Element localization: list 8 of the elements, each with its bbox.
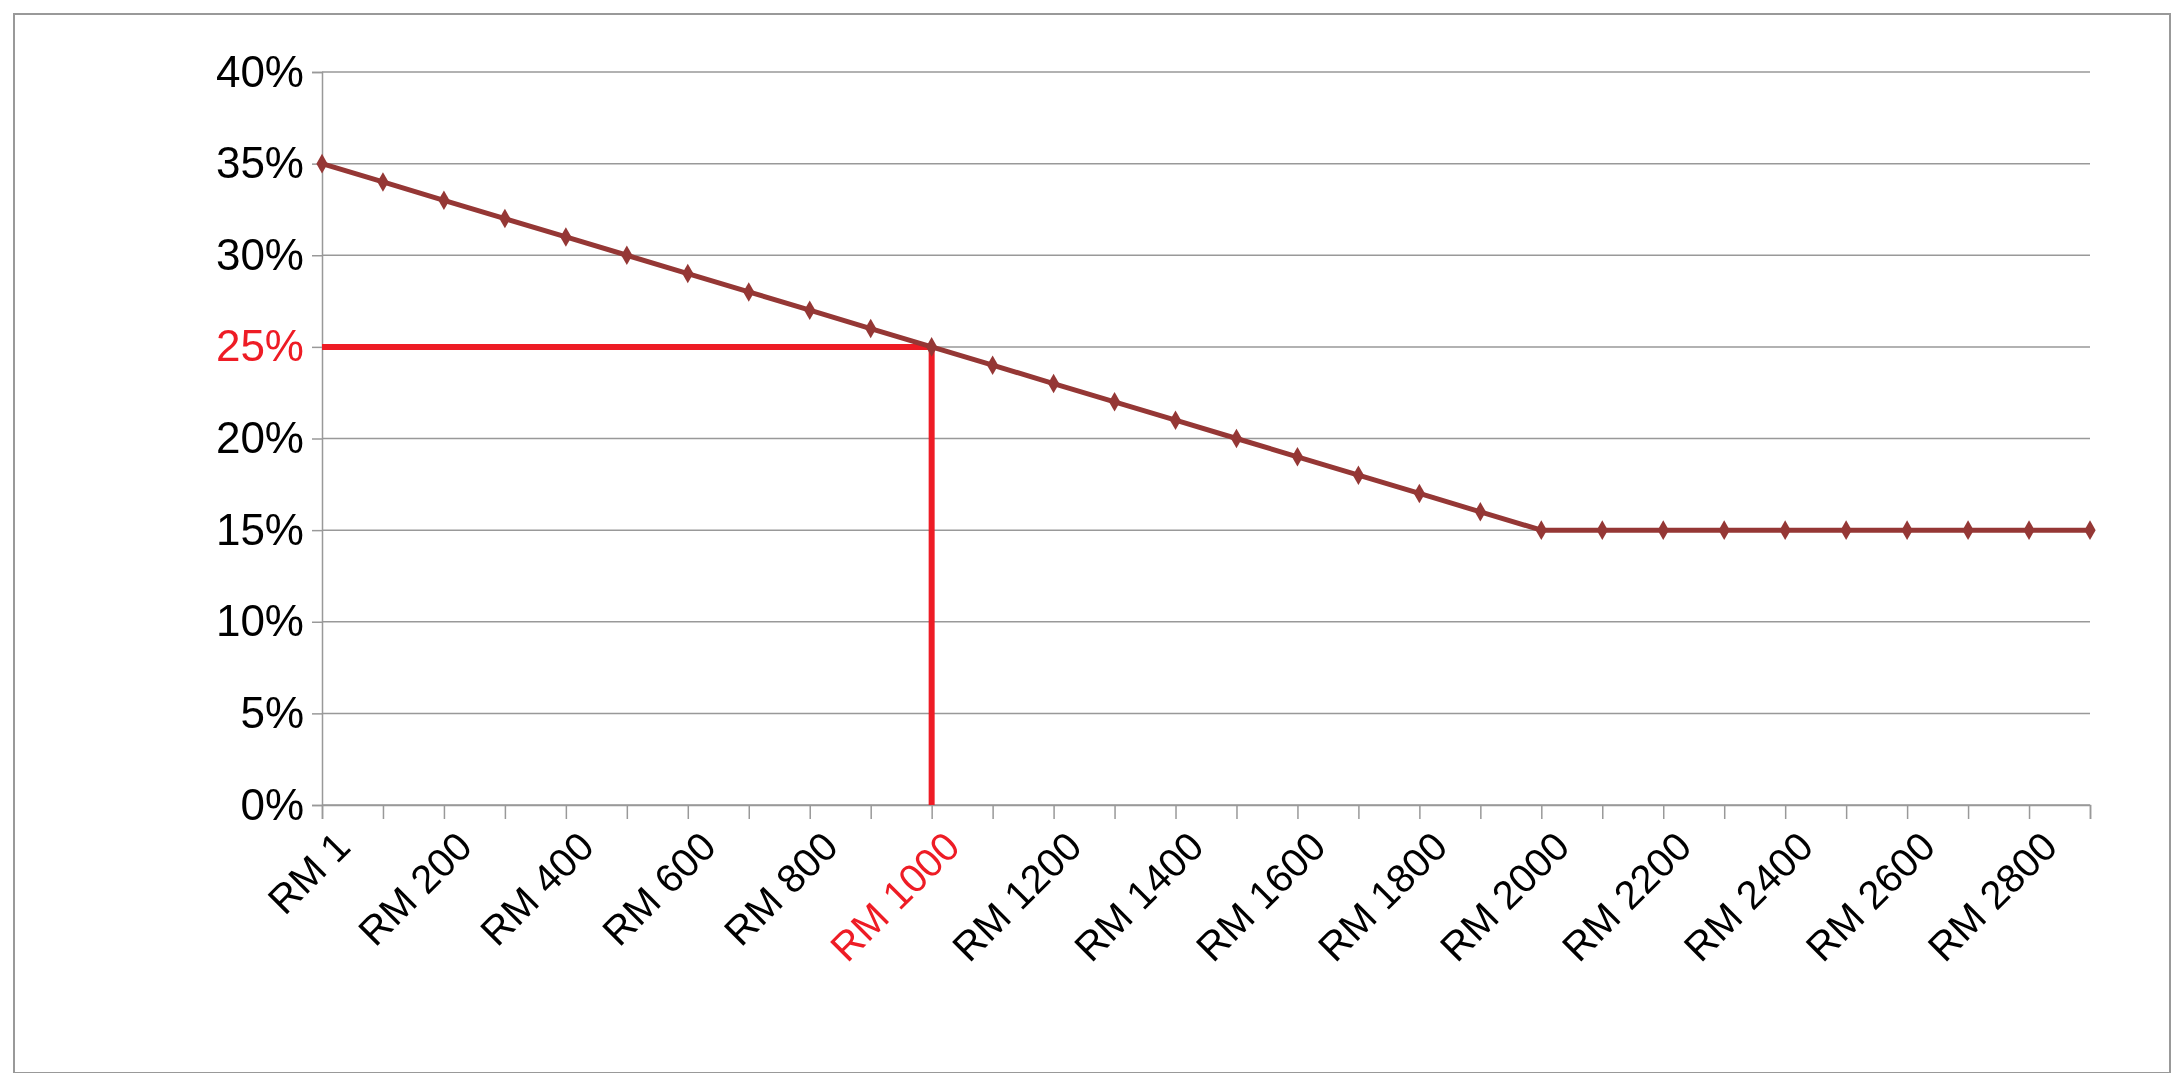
y-tick-label: 20%: [215, 413, 304, 463]
y-tick-label: 30%: [215, 229, 304, 279]
y-tick-label: 15%: [215, 504, 304, 554]
y-tick-label: 5%: [240, 687, 304, 737]
y-tick-label: 35%: [215, 138, 304, 188]
y-tick-label: 40%: [215, 46, 304, 96]
y-tick-label: 25%: [215, 321, 304, 371]
y-tick-label: 10%: [215, 596, 304, 646]
